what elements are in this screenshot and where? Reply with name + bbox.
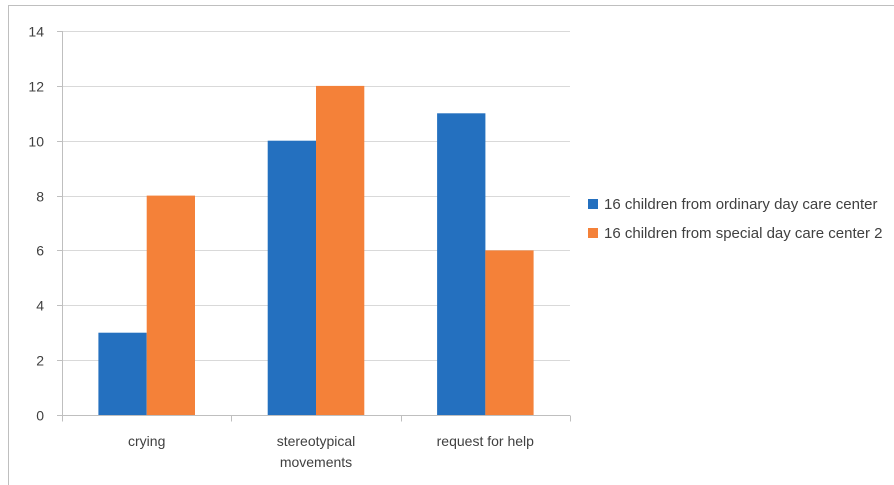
legend: 16 children from ordinary day care cente… xyxy=(588,194,888,252)
bar-series-1-2 xyxy=(437,113,486,416)
legend-item-series-1: 16 children from ordinary day care cente… xyxy=(588,194,888,215)
y-tick-labels: 0 2 4 6 8 10 12 14 xyxy=(28,24,44,424)
legend-swatch-series-1 xyxy=(588,199,598,209)
x-category-label-0: crying xyxy=(128,433,165,449)
legend-label-series-2: 16 children from special day care center… xyxy=(604,225,883,242)
axes xyxy=(57,31,571,422)
x-category-label-2: request for help xyxy=(437,433,534,449)
bar-series-1-0 xyxy=(98,332,147,415)
y-tick-label-2: 4 xyxy=(36,298,44,314)
y-tick-label-3: 6 xyxy=(36,243,44,259)
y-tick-label-1: 2 xyxy=(36,353,44,369)
y-tick-label-7: 14 xyxy=(28,24,44,40)
bars xyxy=(98,85,534,416)
legend-item-series-2: 16 children from special day care center… xyxy=(588,223,888,244)
x-category-label-1-line-0: stereotypical xyxy=(277,433,356,449)
chart-frame xyxy=(8,5,894,485)
y-tick-label-4: 8 xyxy=(36,189,44,205)
y-tick-label-6: 12 xyxy=(28,79,44,95)
bar-series-2-0 xyxy=(146,195,195,415)
bar-series-1-1 xyxy=(267,140,316,415)
x-category-labels: crying stereotypical movements request for … xyxy=(128,433,534,470)
bar-series-2-2 xyxy=(485,250,534,415)
legend-label-series-1: 16 children from ordinary day care cente… xyxy=(604,196,878,213)
bar-series-2-1 xyxy=(316,85,365,416)
legend-swatch-series-2 xyxy=(588,228,598,238)
y-tick-label-5: 10 xyxy=(28,134,44,150)
x-category-label-1-line-1: movements xyxy=(280,454,352,470)
y-tick-label-0: 0 xyxy=(36,408,44,424)
